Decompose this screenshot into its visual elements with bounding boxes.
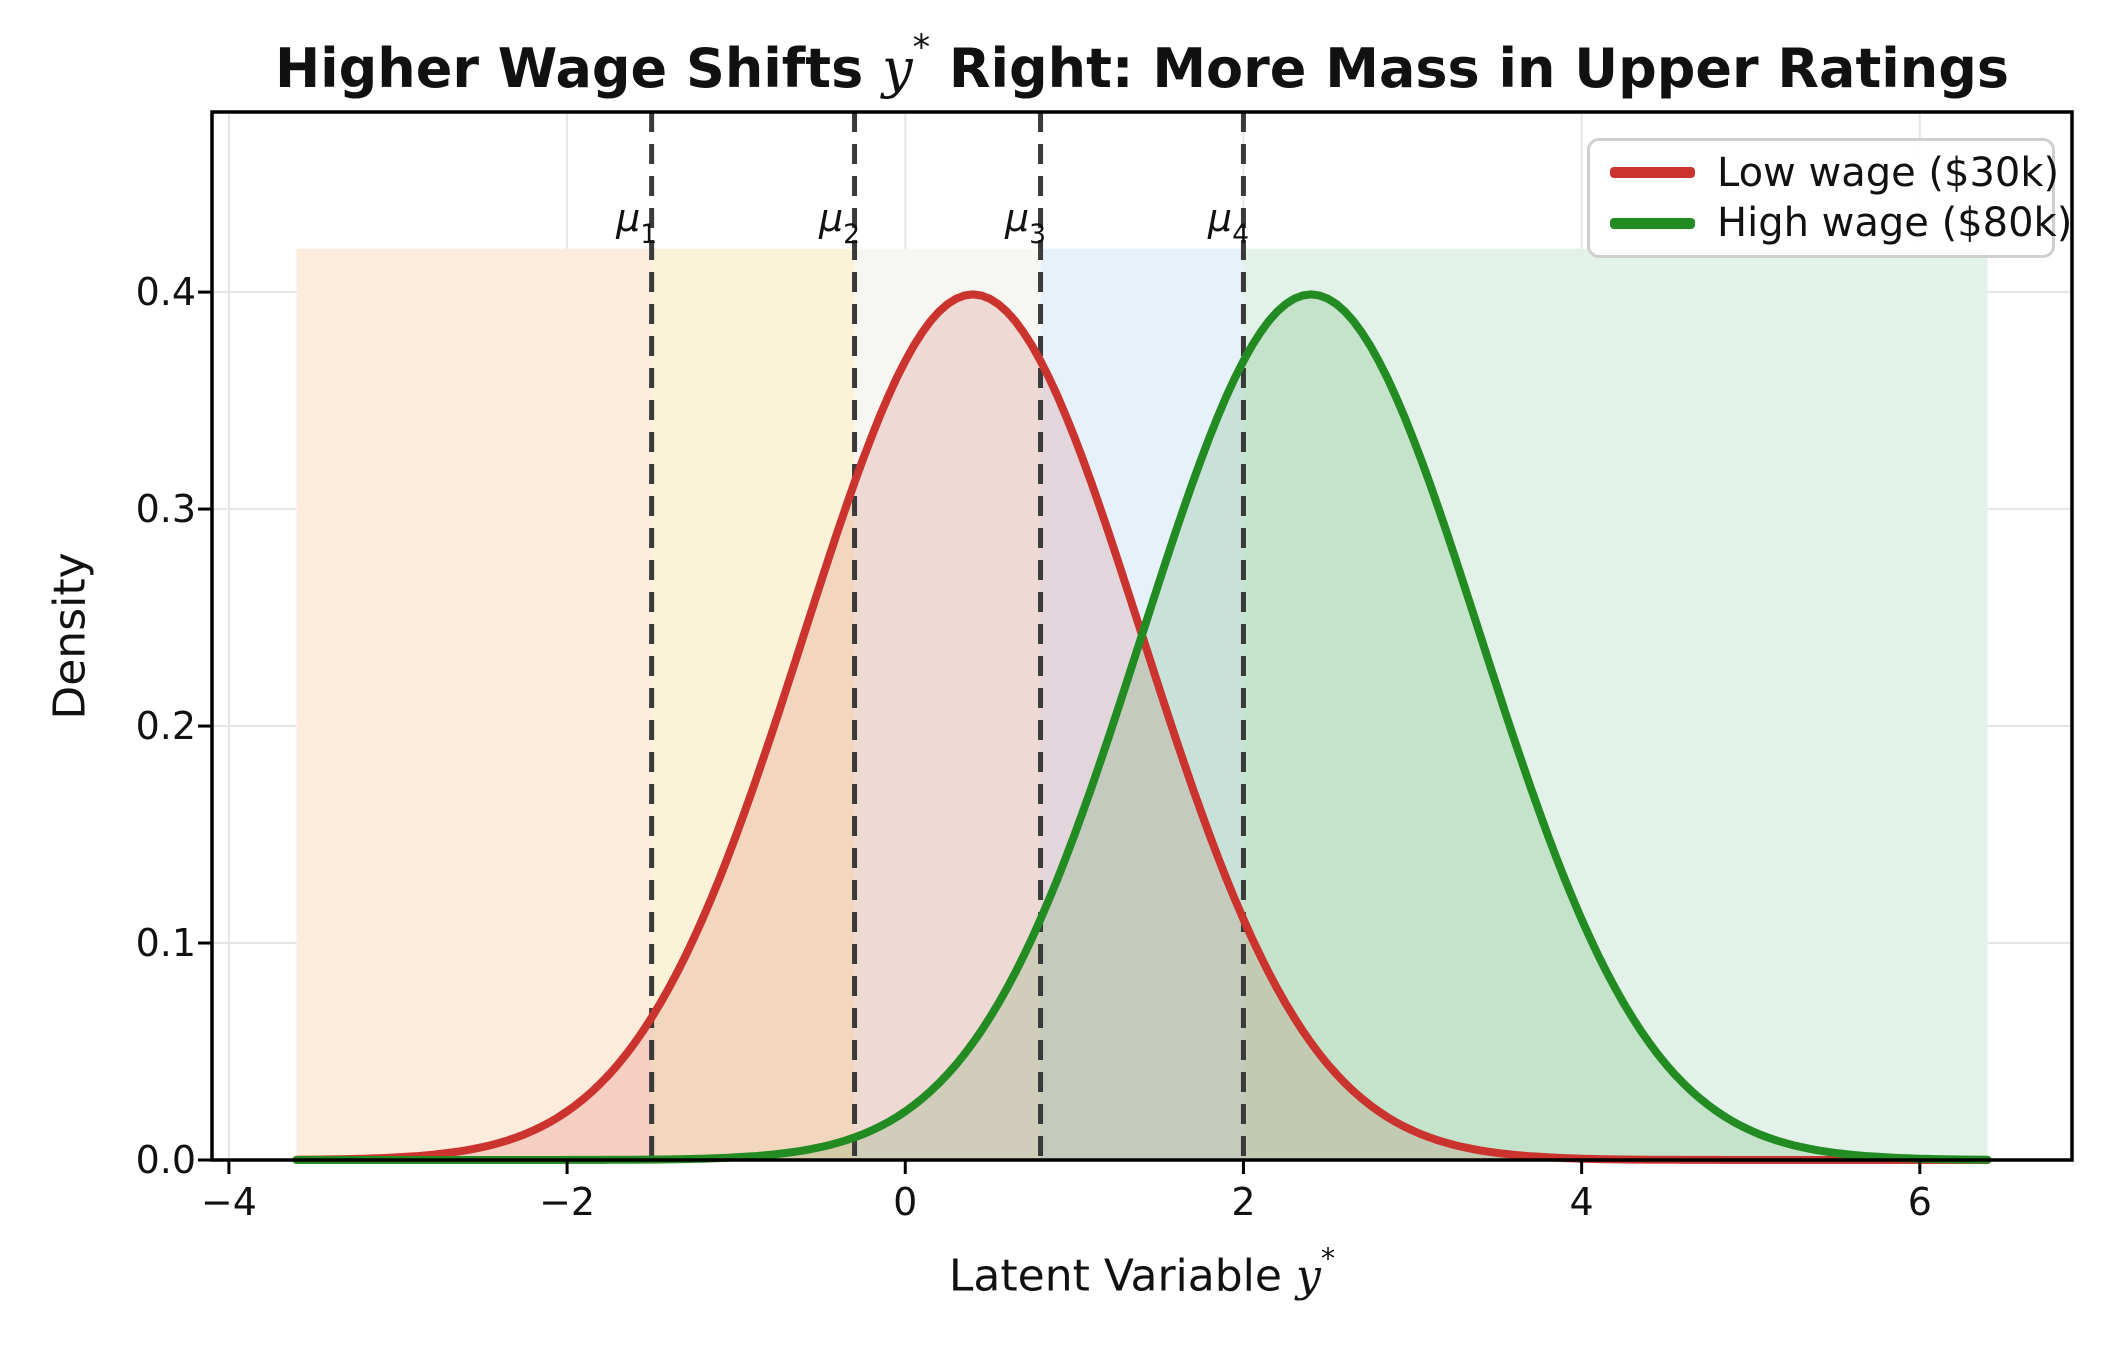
density-fill-low-wage xyxy=(296,294,1988,1160)
x-axis-label-math-y: y xyxy=(1295,1250,1321,1302)
x-tick-label-−4: −4 xyxy=(200,1180,257,1224)
rating-band-4 xyxy=(1040,248,1244,1160)
cutpoint-label-μ4: μ4 xyxy=(1207,196,1250,250)
x-tick-label-−2: −2 xyxy=(539,1180,596,1224)
x-tick-label-0: 0 xyxy=(893,1180,918,1224)
y-tick-label-0.3: 0.3 xyxy=(135,487,196,532)
y-tick-label-0.4: 0.4 xyxy=(135,270,196,315)
rating-band-1 xyxy=(296,248,652,1160)
chart-title-math-y: y xyxy=(882,37,913,100)
legend-item-high-wage: High wage ($80k) xyxy=(1590,200,2072,246)
x-tick-label-2: 2 xyxy=(1231,1180,1256,1224)
x-axis-label: Latent Variable y* xyxy=(212,1241,2072,1302)
plot-border xyxy=(210,110,2074,1162)
chart-title-text: Higher Wage Shifts xyxy=(274,37,883,100)
x-tick-label-4: 4 xyxy=(1569,1180,1594,1224)
chart-title-sup-star: * xyxy=(912,27,931,69)
legend-item-low-wage: Low wage ($30k) xyxy=(1590,150,2059,196)
y-tick-label-0.0: 0.0 xyxy=(135,1138,196,1182)
low-wage-line-swatch xyxy=(1610,167,1695,179)
legend-label-low-wage: Low wage ($30k) xyxy=(1717,149,2060,196)
density-fill-high-wage xyxy=(296,294,1988,1160)
cutpoint-label-μ3: μ3 xyxy=(1004,196,1047,250)
high-wage-line-swatch xyxy=(1610,217,1695,229)
x-tick-label-6: 6 xyxy=(1907,1180,1932,1224)
rating-band-5 xyxy=(1243,248,1988,1160)
y-tick-label-0.1: 0.1 xyxy=(135,921,196,966)
chart-title: Higher Wage Shifts y* Right: More Mass i… xyxy=(212,27,2072,100)
y-axis-label: Density xyxy=(44,552,96,720)
y-tick-label-0.2: 0.2 xyxy=(135,704,196,749)
rating-band-2 xyxy=(651,248,855,1160)
x-axis-label-text: Latent Variable xyxy=(948,1250,1296,1302)
cutpoint-label-μ1: μ1 xyxy=(616,196,658,250)
cutpoint-label-μ2: μ2 xyxy=(818,196,861,250)
chart-title-text-suffix: Right: More Mass in Upper Ratings xyxy=(930,37,2010,100)
x-axis-label-sup-star: * xyxy=(1320,1240,1336,1275)
legend: Low wage ($30k) High wage ($80k) xyxy=(1587,138,2072,258)
legend-label-high-wage: High wage ($80k) xyxy=(1717,200,2073,247)
